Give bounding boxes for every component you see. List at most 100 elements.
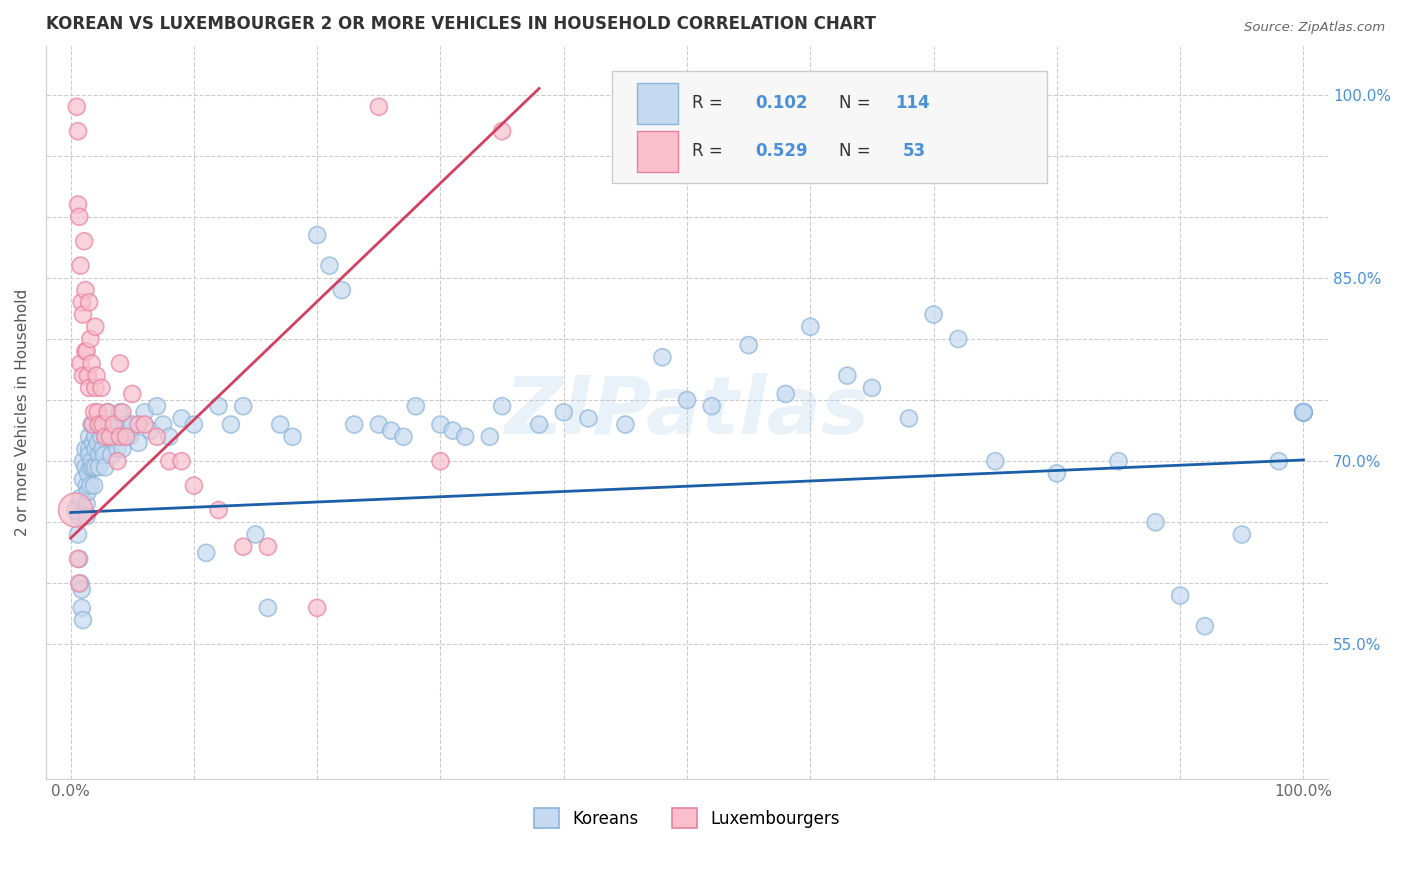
Point <box>984 454 1007 468</box>
Point <box>343 417 366 432</box>
Point <box>157 430 180 444</box>
Point <box>87 448 110 462</box>
Point <box>330 283 353 297</box>
Point <box>146 430 169 444</box>
Point <box>76 509 98 524</box>
Point <box>77 484 100 499</box>
Text: KOREAN VS LUXEMBOURGER 2 OR MORE VEHICLES IN HOUSEHOLD CORRELATION CHART: KOREAN VS LUXEMBOURGER 2 OR MORE VEHICLE… <box>46 15 876 33</box>
Point <box>738 338 761 352</box>
Point <box>405 399 427 413</box>
Point <box>87 417 110 432</box>
Point <box>91 417 114 432</box>
Point <box>491 399 513 413</box>
Point <box>1292 405 1315 419</box>
Text: 0.102: 0.102 <box>755 95 807 112</box>
Text: 114: 114 <box>896 95 931 112</box>
Point <box>1108 454 1130 468</box>
Point <box>76 497 98 511</box>
Point <box>429 417 451 432</box>
Point <box>77 295 100 310</box>
Point <box>1292 405 1315 419</box>
Point <box>245 527 267 541</box>
Point <box>111 442 134 456</box>
Point <box>77 430 100 444</box>
Point <box>134 405 156 419</box>
Point <box>82 460 104 475</box>
Point <box>121 387 143 401</box>
Text: ZIPatlas: ZIPatlas <box>505 373 869 451</box>
Point <box>183 478 205 492</box>
Point <box>121 417 143 432</box>
Point <box>108 405 131 419</box>
Point <box>84 381 107 395</box>
Point <box>491 124 513 138</box>
Text: N =: N = <box>839 95 870 112</box>
Point <box>70 582 93 597</box>
Point <box>1292 405 1315 419</box>
Text: R =: R = <box>692 95 723 112</box>
Point <box>86 368 108 383</box>
Point <box>139 424 162 438</box>
Point <box>98 430 121 444</box>
Point <box>318 259 340 273</box>
Point <box>80 417 103 432</box>
Point <box>79 478 101 492</box>
Point <box>104 430 127 444</box>
Point <box>269 417 291 432</box>
Text: 53: 53 <box>903 143 925 161</box>
Point <box>232 399 254 413</box>
Point <box>70 600 93 615</box>
Point <box>77 442 100 456</box>
Point <box>127 435 149 450</box>
Point <box>183 417 205 432</box>
Point <box>66 197 89 211</box>
Point <box>90 417 112 432</box>
Point <box>553 405 575 419</box>
Point <box>107 442 129 456</box>
Point <box>97 405 120 419</box>
Point <box>170 454 193 468</box>
Text: Source: ZipAtlas.com: Source: ZipAtlas.com <box>1244 21 1385 34</box>
Point <box>441 424 464 438</box>
Point <box>69 491 91 505</box>
Point <box>80 356 103 370</box>
Point <box>103 417 125 432</box>
Point <box>1168 589 1191 603</box>
Point <box>69 576 91 591</box>
Point <box>80 454 103 468</box>
Point <box>77 381 100 395</box>
Point <box>115 430 138 444</box>
Point <box>100 448 122 462</box>
Point <box>1292 405 1315 419</box>
Point <box>775 387 797 401</box>
Point <box>1268 454 1291 468</box>
Point <box>152 417 174 432</box>
Point <box>1292 405 1315 419</box>
Point <box>232 540 254 554</box>
Point <box>799 319 821 334</box>
Point <box>87 435 110 450</box>
Point <box>207 399 229 413</box>
Point <box>70 295 93 310</box>
Point <box>1292 405 1315 419</box>
Point <box>195 546 218 560</box>
Point <box>257 600 280 615</box>
Point <box>84 460 107 475</box>
Point <box>1046 467 1069 481</box>
Point <box>94 430 117 444</box>
Point <box>429 454 451 468</box>
Point <box>75 442 97 456</box>
Point <box>157 454 180 468</box>
Point <box>84 319 107 334</box>
Point <box>380 424 402 438</box>
Point <box>651 351 673 365</box>
Point <box>111 405 134 419</box>
Point <box>77 467 100 481</box>
Point <box>87 460 110 475</box>
Point <box>84 442 107 456</box>
Point <box>1292 405 1315 419</box>
Point <box>257 540 280 554</box>
Point <box>79 332 101 346</box>
Point <box>75 460 97 475</box>
Point <box>90 430 112 444</box>
